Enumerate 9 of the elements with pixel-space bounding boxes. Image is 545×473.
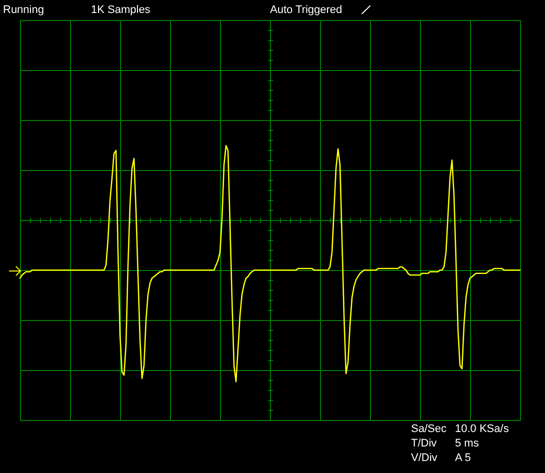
- text: Sa/Sec: [411, 423, 447, 435]
- text: A 5: [455, 452, 471, 464]
- text: 10.0 KSa/s: [455, 423, 510, 435]
- text: Auto Triggered: [270, 4, 342, 16]
- text: Running: [3, 4, 44, 16]
- text: 5 ms: [455, 438, 480, 450]
- text: 1K Samples: [91, 4, 151, 16]
- text: T/Div: [411, 438, 438, 450]
- text: V/Div: [411, 452, 438, 464]
